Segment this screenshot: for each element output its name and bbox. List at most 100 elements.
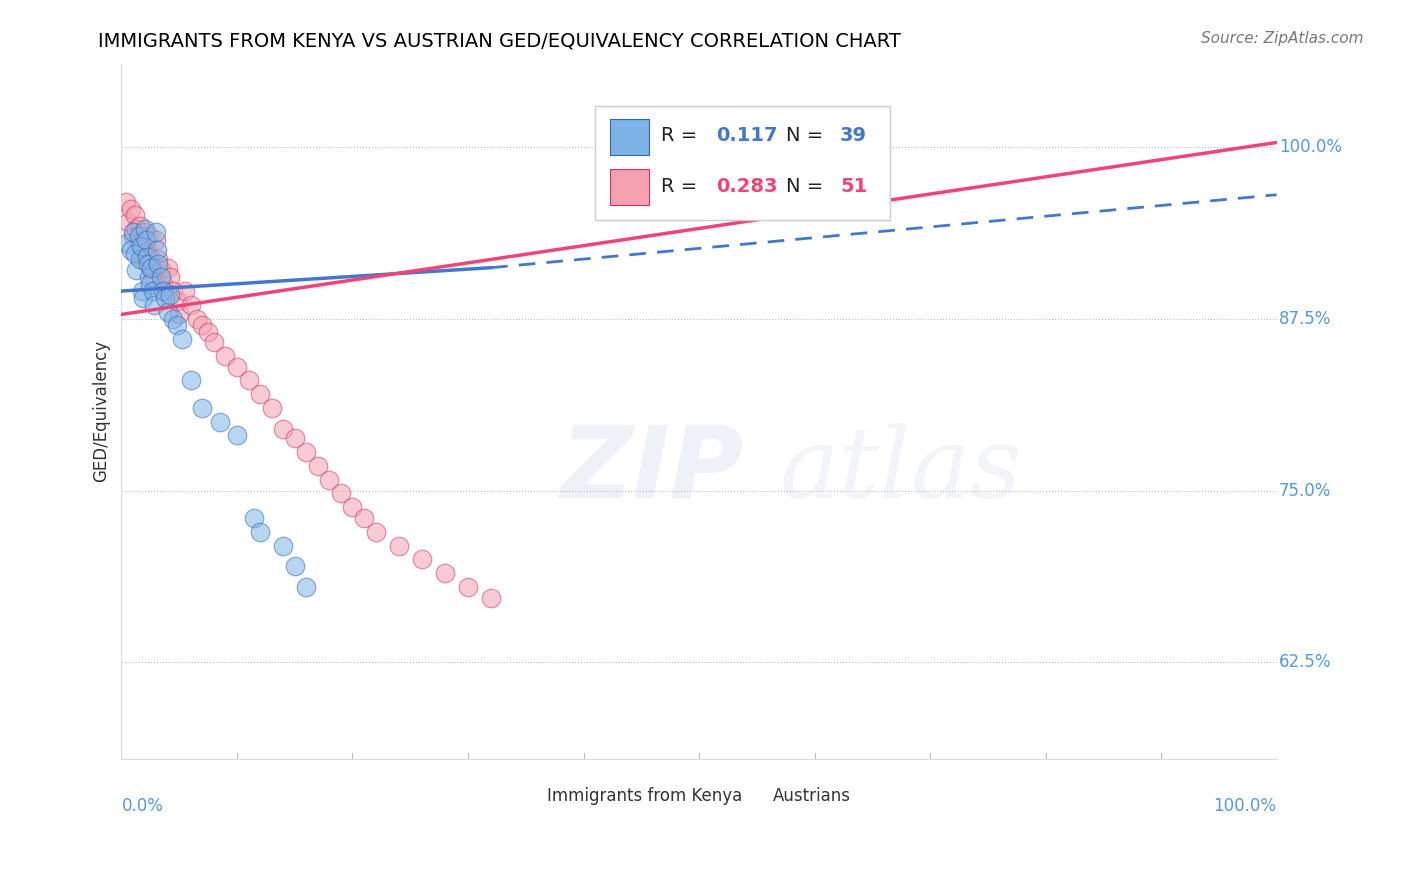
Point — [124, 208, 146, 222]
Point — [155, 291, 177, 305]
Point — [122, 225, 145, 239]
Point — [117, 215, 139, 229]
Text: Source: ZipAtlas.com: Source: ZipAtlas.com — [1201, 31, 1364, 46]
Text: IMMIGRANTS FROM KENYA VS AUSTRIAN GED/EQUIVALENCY CORRELATION CHART: IMMIGRANTS FROM KENYA VS AUSTRIAN GED/EQ… — [98, 31, 901, 50]
Point — [138, 270, 160, 285]
Point — [295, 445, 318, 459]
Point — [238, 374, 260, 388]
Point — [318, 473, 340, 487]
Text: N =: N = — [786, 177, 830, 196]
Point — [141, 260, 163, 275]
Point — [260, 401, 283, 415]
Point — [159, 270, 181, 285]
Point — [249, 524, 271, 539]
Text: 39: 39 — [839, 127, 868, 145]
Text: 51: 51 — [839, 177, 868, 196]
Point — [148, 256, 170, 270]
Y-axis label: GED/Equivalency: GED/Equivalency — [93, 341, 110, 483]
Point — [197, 326, 219, 340]
Point — [131, 238, 153, 252]
Point — [139, 277, 162, 292]
Point — [457, 580, 479, 594]
Point — [138, 229, 160, 244]
Text: 0.0%: 0.0% — [121, 797, 163, 815]
Point — [159, 288, 181, 302]
Point — [166, 293, 188, 308]
FancyBboxPatch shape — [738, 784, 768, 809]
Point — [180, 298, 202, 312]
Point — [208, 415, 231, 429]
Text: R =: R = — [661, 127, 703, 145]
Text: 62.5%: 62.5% — [1279, 654, 1331, 672]
Text: 0.117: 0.117 — [716, 127, 778, 145]
Point — [129, 238, 152, 252]
Point — [156, 260, 179, 275]
Point — [186, 311, 208, 326]
Point — [353, 511, 375, 525]
Point — [307, 458, 329, 473]
Point — [141, 260, 163, 275]
Text: R =: R = — [661, 177, 703, 196]
Text: N =: N = — [786, 127, 830, 145]
Point — [148, 252, 170, 267]
Point — [124, 247, 146, 261]
Point — [271, 539, 294, 553]
Text: Immigrants from Kenya: Immigrants from Kenya — [547, 788, 742, 805]
Point — [142, 284, 165, 298]
Point — [191, 318, 214, 333]
Point — [135, 243, 157, 257]
Point — [388, 539, 411, 553]
Point — [191, 401, 214, 415]
Text: 87.5%: 87.5% — [1279, 310, 1331, 327]
Point — [132, 252, 155, 267]
Point — [166, 318, 188, 333]
Point — [134, 225, 156, 239]
Point — [152, 284, 174, 298]
FancyBboxPatch shape — [595, 106, 890, 220]
Point — [134, 222, 156, 236]
Point — [284, 431, 307, 445]
Point — [226, 428, 249, 442]
Point — [120, 202, 142, 216]
Point — [135, 250, 157, 264]
Point — [120, 243, 142, 257]
Point — [149, 270, 172, 285]
Point — [125, 263, 148, 277]
Point — [364, 524, 387, 539]
Point — [145, 233, 167, 247]
Text: 100.0%: 100.0% — [1279, 137, 1341, 155]
Point — [162, 311, 184, 326]
Point — [295, 580, 318, 594]
Point — [411, 552, 433, 566]
Point — [122, 229, 145, 244]
Point — [243, 511, 266, 525]
Point — [145, 225, 167, 239]
Point — [167, 308, 190, 322]
FancyBboxPatch shape — [610, 119, 650, 154]
Point — [115, 235, 138, 250]
Point — [271, 422, 294, 436]
Point — [129, 219, 152, 234]
Point — [342, 500, 364, 514]
Text: 0.283: 0.283 — [716, 177, 778, 196]
Point — [136, 256, 159, 270]
Point — [125, 222, 148, 236]
FancyBboxPatch shape — [512, 784, 541, 809]
Point — [180, 374, 202, 388]
Point — [162, 284, 184, 298]
Text: 75.0%: 75.0% — [1279, 482, 1331, 500]
Point — [479, 591, 502, 605]
Point — [214, 349, 236, 363]
Text: ZIP: ZIP — [561, 422, 744, 519]
Point — [284, 559, 307, 574]
Point — [115, 194, 138, 209]
Point — [152, 277, 174, 292]
Point — [170, 332, 193, 346]
Point — [202, 334, 225, 349]
Point — [142, 298, 165, 312]
Point — [128, 235, 150, 250]
Point — [128, 229, 150, 244]
Point — [129, 252, 152, 267]
Point — [139, 250, 162, 264]
Point — [156, 304, 179, 318]
